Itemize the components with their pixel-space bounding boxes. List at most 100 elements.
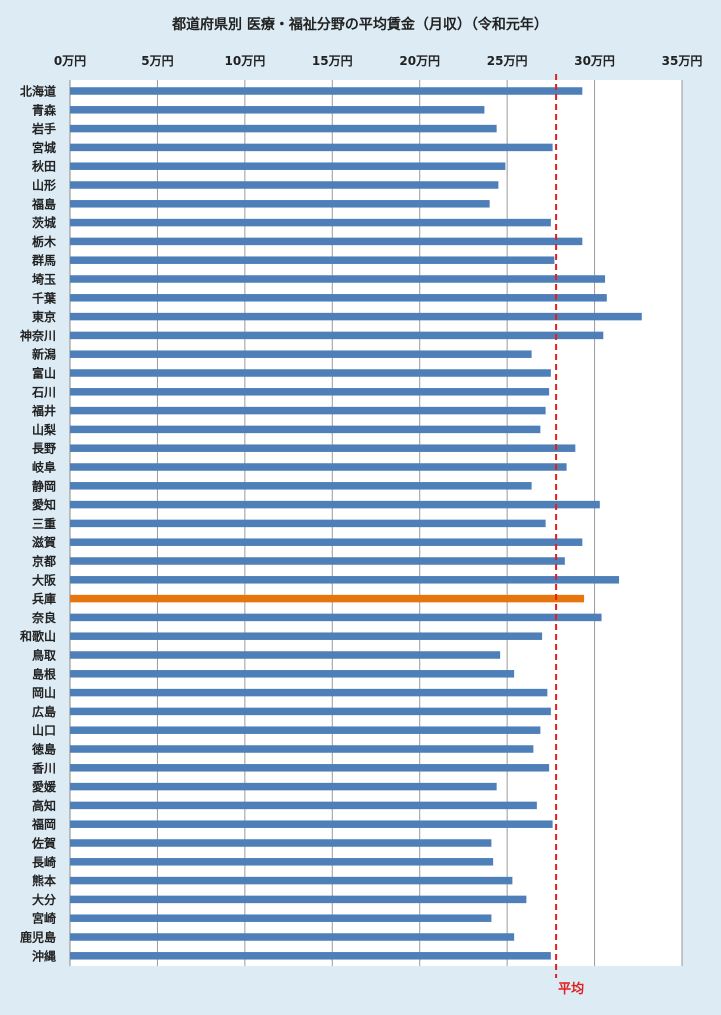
bar [70,463,567,471]
category-label: 山口 [32,723,56,738]
category-label: 鳥取 [32,648,56,663]
category-label: 鹿児島 [20,930,56,945]
category-label: 徳島 [31,742,56,757]
bar [70,237,583,246]
bar [70,200,490,208]
bar [70,670,515,678]
bar [70,557,565,565]
bar [70,952,551,960]
bar [70,876,513,885]
x-tick-label: 15万円 [312,54,353,68]
bar [70,519,546,528]
category-label: 群馬 [31,253,56,268]
category-label: 長崎 [32,854,56,869]
bar [70,124,497,133]
bar [70,801,537,810]
bar [70,858,494,866]
category-label: 山梨 [32,422,56,437]
x-tick-label: 30万円 [574,54,615,68]
category-label: 大阪 [32,572,57,587]
category-label: 兵庫 [32,591,56,606]
bar [70,651,501,659]
category-label: 宮城 [32,140,56,155]
x-tick-label: 20万円 [399,54,440,68]
bar [70,331,604,340]
y-axis-labels: 北海道青森岩手宮城秋田山形福島茨城栃木群馬埼玉千葉東京神奈川新潟富山石川福井山梨… [19,84,57,964]
category-label: 福島 [31,196,56,211]
bar [70,181,499,189]
category-label: 岐阜 [32,460,56,475]
bar [70,312,642,321]
bar [70,707,551,716]
bar [70,895,527,904]
x-tick-label: 35万円 [662,54,703,68]
category-label: 千葉 [32,290,57,305]
category-label: 愛媛 [32,779,57,794]
category-label: 静岡 [32,478,56,493]
bar [70,500,600,509]
average-line-group: 平均 [555,74,584,997]
bar [70,106,485,114]
bar [70,425,541,434]
chart-title: 都道府県別 医療・福祉分野の平均賃金（月収）（令和元年） [171,16,548,33]
category-label: 岡山 [32,685,56,700]
category-label: 熊本 [32,873,56,888]
category-label: 沖縄 [32,948,56,963]
bar [70,820,553,828]
category-label: 山形 [32,178,56,193]
bar [70,369,551,377]
bar [70,933,515,941]
bar [70,294,607,302]
category-label: 愛知 [32,497,56,512]
bar [70,576,620,584]
bar [70,406,546,415]
bar [70,162,506,170]
bars [70,87,642,960]
bar [70,218,551,227]
category-label: 三重 [32,516,56,531]
category-label: 東京 [32,309,56,324]
x-tick-label: 10万円 [225,54,266,68]
bar [70,764,550,772]
bar [70,256,555,264]
bar [70,839,492,847]
category-label: 北海道 [20,84,56,99]
category-label: 島根 [32,666,56,681]
bar [70,444,576,452]
category-label: 青森 [32,102,57,117]
bar [70,782,497,791]
category-label: 秋田 [32,159,56,174]
x-tick-label: 5万円 [141,54,173,68]
category-label: 埼玉 [32,272,56,287]
bar [70,87,583,95]
category-label: 富山 [32,366,56,381]
category-label: 佐賀 [31,836,56,851]
category-label: 京都 [32,554,56,569]
bar [70,632,543,640]
category-label: 栃木 [32,234,57,249]
category-label: 広島 [32,704,56,719]
bar [70,388,550,396]
bar [70,726,541,734]
bar [70,482,532,490]
category-label: 滋賀 [32,535,56,550]
category-label: 宮崎 [32,911,56,926]
category-label: 石川 [31,385,56,399]
category-label: 香川 [31,760,56,775]
category-label: 和歌山 [19,629,56,644]
bar [70,745,534,753]
bar [70,688,548,697]
category-label: 長野 [32,441,56,456]
category-label: 福岡 [31,817,56,832]
bar [70,914,492,922]
x-tick-label: 0万円 [54,54,86,68]
category-label: 新潟 [32,347,56,362]
bar [70,275,606,283]
category-label: 神奈川 [20,328,56,343]
bar [70,538,583,546]
x-axis-ticks: 0万円 5万円 10万円 15万円 20万円 25万円 30万円 35万円 [54,54,703,68]
bar [70,594,585,603]
x-tick-label: 25万円 [487,54,528,68]
